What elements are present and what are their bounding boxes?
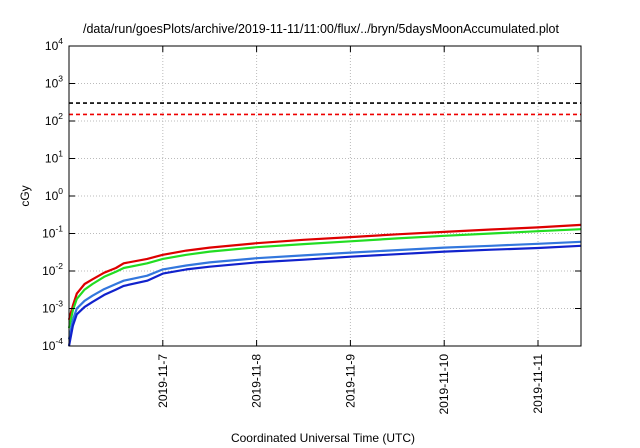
x-tick-label: 2019-11-9 bbox=[343, 354, 357, 408]
series-line bbox=[67, 244, 582, 347]
y-tick-label: 103 bbox=[45, 74, 63, 91]
series-line bbox=[67, 223, 582, 321]
y-tick-label: 10-4 bbox=[42, 336, 63, 353]
y-axis-label: cGy bbox=[18, 185, 32, 206]
reference-lines bbox=[69, 102, 581, 116]
x-tick-label: 2019-11-7 bbox=[156, 354, 170, 408]
series-line bbox=[67, 228, 582, 329]
x-tick-label: 2019-11-8 bbox=[250, 354, 264, 408]
x-axis-label: Coordinated Universal Time (UTC) bbox=[231, 431, 415, 445]
x-axis-ticks: 2019-11-7 2019-11-8 2019-11-9 2019-11-10 201… bbox=[156, 46, 545, 415]
x-tick-label: 2019-11-10 bbox=[437, 354, 451, 415]
y-tick-label: 10-2 bbox=[42, 261, 63, 278]
chart-title: /data/run/goesPlots/archive/2019-11-11/1… bbox=[83, 22, 560, 36]
y-tick-label: 104 bbox=[45, 36, 63, 53]
y-tick-label: 102 bbox=[45, 111, 63, 128]
y-tick-label: 10-3 bbox=[42, 299, 63, 316]
y-tick-label: 10-1 bbox=[42, 224, 63, 241]
y-tick-label: 100 bbox=[45, 186, 63, 203]
data-series bbox=[67, 223, 582, 347]
y-axis-ticks: 10-4 10-3 10-2 10-1 100 101 102 103 104 bbox=[42, 36, 581, 353]
series-line bbox=[67, 240, 582, 340]
grid-lines bbox=[69, 46, 581, 346]
y-tick-label: 101 bbox=[45, 149, 63, 166]
x-tick-label: 2019-11-11 bbox=[531, 354, 545, 414]
